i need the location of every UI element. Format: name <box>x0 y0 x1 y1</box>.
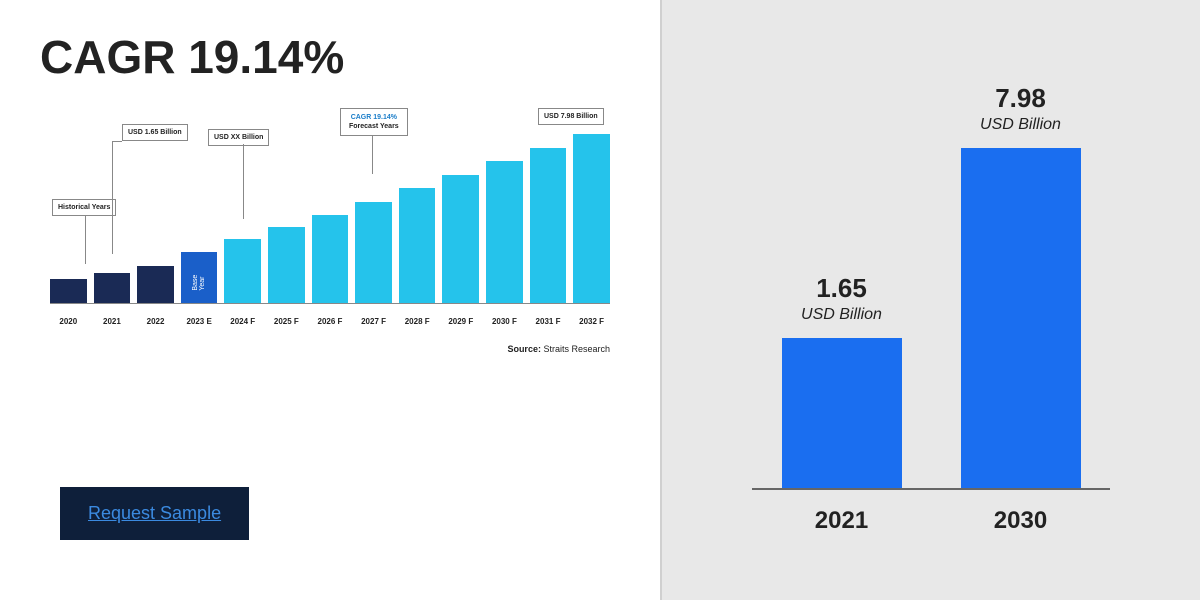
small-bar-2029f <box>442 175 479 303</box>
source-line: Source: Straits Research <box>507 344 610 354</box>
request-sample-button[interactable]: Request Sample <box>60 487 249 540</box>
big-bar <box>961 148 1081 488</box>
small-bar-2025f <box>268 227 305 303</box>
small-xaxis-label: 2029 F <box>442 317 479 326</box>
small-xaxis-label: 2022 <box>137 317 174 326</box>
small-bar-2028f <box>399 188 436 303</box>
small-xaxis-label: 2027 F <box>355 317 392 326</box>
small-bar-2027f <box>355 202 392 303</box>
small-bar-2024f <box>224 239 261 303</box>
left-panel: CAGR 19.14% Historical Years USD 1.65 Bi… <box>0 0 660 600</box>
request-sample-label: Request Sample <box>88 503 221 523</box>
small-bars-container: Base Year <box>50 134 610 304</box>
small-xaxis-label: 2031 F <box>530 317 567 326</box>
big-bars-container: 1.65USD Billion7.98USD Billion <box>752 120 1110 490</box>
big-bar-unit: USD Billion <box>980 116 1061 134</box>
small-forecast-chart: Historical Years USD 1.65 Billion USD XX… <box>50 114 610 354</box>
small-xaxis-label: 2026 F <box>312 317 349 326</box>
small-bar-2020 <box>50 279 87 303</box>
small-xaxis-label: 2028 F <box>399 317 436 326</box>
callout-cagr: CAGR 19.14% Forecast Years <box>340 108 408 136</box>
callout-value-2032-text: USD 7.98 Billion <box>544 113 598 120</box>
small-bar-2022 <box>137 266 174 303</box>
small-bar-2023e: Base Year <box>181 252 218 303</box>
small-bar-2031f <box>530 148 567 303</box>
small-bar-2026f <box>312 215 349 303</box>
callout-cagr-line1: CAGR 19.14% <box>349 113 399 122</box>
small-xaxis-label: 2023 E <box>181 317 218 326</box>
base-year-label: Base Year <box>192 265 206 290</box>
right-panel: 1.65 USD Billion 7.98 USD Billion 2021 2030 <box>660 0 1200 600</box>
small-bar-2032f <box>573 134 610 303</box>
big-bar <box>782 338 902 488</box>
small-xaxis-label: 2020 <box>50 317 87 326</box>
big-bar-value: 1.65 <box>816 273 867 304</box>
big-bar-value: 7.98 <box>995 83 1046 114</box>
big-bar-unit: USD Billion <box>801 306 882 324</box>
cagr-title: CAGR 19.14% <box>40 30 620 84</box>
small-xaxis-label: 2032 F <box>573 317 610 326</box>
big-xaxis: 2021 2030 <box>752 507 1110 535</box>
callout-value-2032: USD 7.98 Billion <box>538 108 604 125</box>
big-bar-col-2021: 1.65 USD Billion <box>772 273 912 488</box>
small-xaxis-label: 2025 F <box>268 317 305 326</box>
small-bar-2030f <box>486 161 523 303</box>
small-bar-2021 <box>94 273 131 303</box>
small-xaxis-label: 2024 F <box>224 317 261 326</box>
big-bar-col-2030: 7.98 USD Billion <box>951 83 1091 488</box>
small-xaxis-label: 2030 F <box>486 317 523 326</box>
small-xaxis-label: 2021 <box>94 317 131 326</box>
source-label: Source: <box>507 344 541 354</box>
big-xaxis-label: 2030 <box>951 507 1091 535</box>
right-comparison-chart: 1.65 USD Billion 7.98 USD Billion 2021 2030 <box>712 30 1150 580</box>
source-value: Straits Research <box>543 344 610 354</box>
callout-cagr-line2: Forecast Years <box>349 122 399 131</box>
small-xaxis: 2020 2021 2022 2023 E 2024 F 2025 F 2026 F 2027… <box>50 317 610 326</box>
big-xaxis-label: 2021 <box>772 507 912 535</box>
